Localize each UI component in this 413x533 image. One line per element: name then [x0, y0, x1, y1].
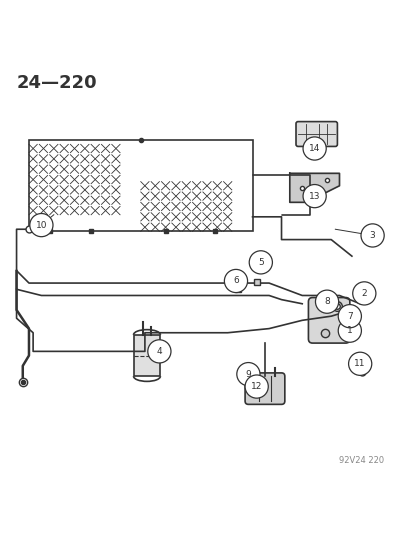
Bar — [29, 140, 252, 231]
Text: 12: 12 — [250, 382, 262, 391]
Text: 8: 8 — [323, 297, 329, 306]
Circle shape — [236, 362, 259, 386]
FancyBboxPatch shape — [295, 122, 337, 147]
Text: 4: 4 — [156, 347, 162, 356]
Circle shape — [30, 214, 53, 237]
Text: 92V24 220: 92V24 220 — [339, 456, 384, 465]
Circle shape — [360, 224, 383, 247]
Circle shape — [302, 184, 325, 208]
Circle shape — [348, 352, 371, 375]
Circle shape — [147, 340, 171, 363]
Text: 3: 3 — [369, 231, 375, 240]
Text: 2: 2 — [361, 289, 366, 298]
Text: 13: 13 — [308, 192, 320, 200]
Circle shape — [249, 251, 272, 274]
Text: 6: 6 — [233, 277, 238, 286]
Text: 7: 7 — [346, 312, 352, 321]
Text: 1: 1 — [346, 326, 352, 335]
Text: 9: 9 — [245, 370, 251, 378]
Circle shape — [244, 375, 268, 398]
Polygon shape — [289, 173, 339, 203]
Text: 24—220: 24—220 — [17, 74, 97, 92]
Bar — [133, 335, 160, 376]
Circle shape — [315, 290, 338, 313]
Text: 10: 10 — [36, 221, 47, 230]
Text: 14: 14 — [308, 144, 320, 153]
Circle shape — [224, 269, 247, 293]
FancyBboxPatch shape — [308, 297, 349, 343]
Circle shape — [352, 282, 375, 305]
Text: 11: 11 — [354, 359, 365, 368]
Circle shape — [302, 137, 325, 160]
Circle shape — [337, 319, 361, 342]
FancyBboxPatch shape — [244, 373, 284, 405]
Circle shape — [337, 304, 361, 328]
Text: 5: 5 — [257, 258, 263, 267]
